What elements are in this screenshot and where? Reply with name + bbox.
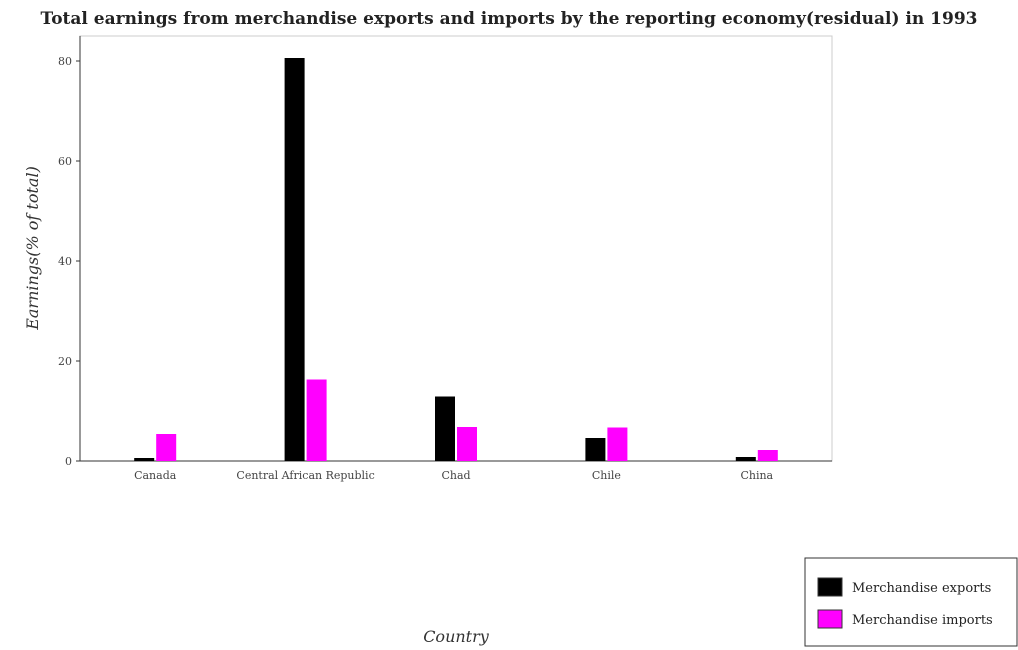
x-tick-label: Chad	[441, 469, 470, 482]
bars	[134, 58, 778, 461]
x-tick-label: Canada	[134, 469, 177, 482]
y-tick-label: 60	[58, 155, 72, 168]
x-axis-label: Country	[423, 627, 490, 646]
bar-imports	[306, 379, 327, 461]
chart-title: Total earnings from merchandise exports …	[41, 9, 978, 29]
bar-imports	[156, 434, 177, 461]
legend: Merchandise exports Merchandise imports	[804, 557, 1018, 647]
y-tick-label: 20	[58, 355, 72, 368]
x-ticks: Canada Central African Republic Chad Chile C…	[134, 469, 773, 482]
bar-exports	[735, 457, 756, 461]
plot-area	[79, 35, 833, 462]
legend-label-imports: Merchandise imports	[852, 613, 993, 628]
x-tick-label: Central African Republic	[236, 469, 374, 482]
y-tick-label: 0	[65, 455, 72, 468]
y-tick-label: 40	[58, 255, 72, 268]
y-tick-label: 80	[58, 55, 72, 68]
bar-imports	[757, 450, 778, 461]
y-ticks: 0 20 40 60 80	[58, 55, 80, 468]
bar-exports	[284, 58, 305, 461]
legend-box	[804, 557, 1018, 647]
legend-label-exports: Merchandise exports	[852, 581, 991, 596]
bar-exports	[435, 396, 455, 461]
bar-exports	[134, 458, 155, 461]
x-tick-label: China	[740, 469, 773, 482]
y-axis-label: Earnings(% of total)	[23, 166, 42, 331]
legend-swatch-exports	[817, 577, 843, 597]
x-tick-label: Chile	[592, 469, 621, 482]
legend-swatch-imports	[817, 609, 843, 629]
bar-exports	[585, 438, 606, 461]
bar-imports	[457, 427, 477, 461]
bar-imports	[607, 427, 628, 461]
